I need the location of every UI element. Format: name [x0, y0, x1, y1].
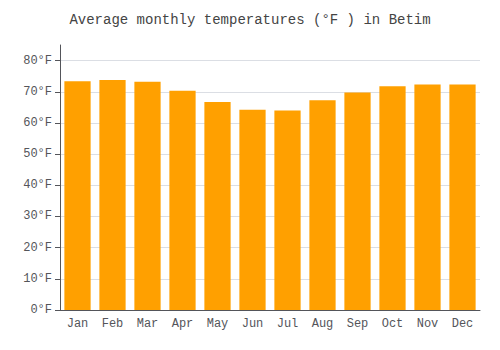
svg-text:70°F: 70°F [23, 85, 52, 99]
svg-text:0°F: 0°F [30, 303, 52, 317]
svg-text:30°F: 30°F [23, 209, 52, 223]
svg-text:60°F: 60°F [23, 116, 52, 130]
svg-text:Dec: Dec [452, 317, 474, 331]
svg-text:Average monthly temperatures (: Average monthly temperatures (°F ) in Be… [69, 12, 430, 28]
svg-text:Mar: Mar [137, 317, 159, 331]
svg-text:Jan: Jan [67, 317, 89, 331]
svg-text:Jun: Jun [242, 317, 264, 331]
svg-text:Nov: Nov [417, 317, 439, 331]
svg-text:Sep: Sep [347, 317, 369, 331]
svg-text:10°F: 10°F [23, 272, 52, 286]
svg-text:20°F: 20°F [23, 241, 52, 255]
svg-text:Jul: Jul [277, 317, 299, 331]
svg-text:Aug: Aug [312, 317, 334, 331]
svg-text:Apr: Apr [172, 317, 194, 331]
svg-text:May: May [207, 317, 229, 331]
svg-text:80°F: 80°F [23, 54, 52, 68]
svg-text:50°F: 50°F [23, 147, 52, 161]
svg-text:Oct: Oct [382, 317, 404, 331]
svg-text:Feb: Feb [102, 317, 124, 331]
svg-text:40°F: 40°F [23, 178, 52, 192]
